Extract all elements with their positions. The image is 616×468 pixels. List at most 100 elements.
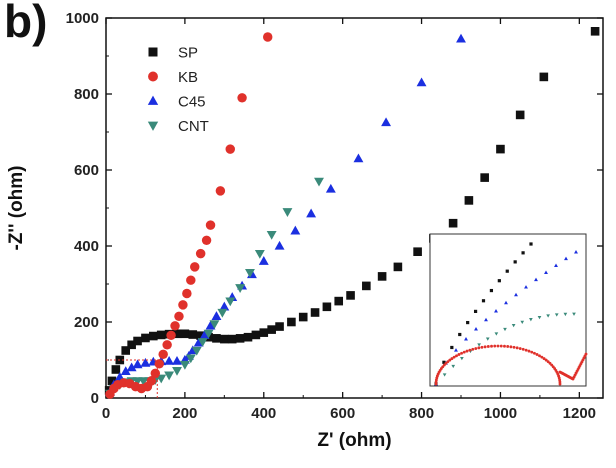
x-tick-label: 200 (172, 405, 197, 422)
inset-point (465, 349, 469, 353)
inset-point (521, 251, 525, 255)
data-point (178, 300, 188, 310)
data-point (235, 284, 246, 293)
inset-point (521, 347, 525, 351)
data-point (251, 330, 261, 340)
data-point (186, 275, 196, 285)
inset-point (529, 318, 533, 322)
data-point (162, 340, 172, 350)
inset-point (572, 312, 576, 316)
series-kb (105, 32, 273, 399)
data-point (197, 338, 208, 347)
data-point (259, 328, 269, 337)
inset-point (529, 242, 533, 246)
inset-point (481, 299, 486, 303)
inset-point (468, 348, 472, 352)
data-point (107, 376, 117, 386)
inset-point (554, 313, 559, 317)
data-point (245, 268, 255, 278)
inset-point (511, 323, 516, 328)
inset-point (446, 360, 450, 364)
y-tick-label: 600 (74, 162, 99, 179)
data-point (539, 72, 549, 82)
data-point (172, 366, 182, 376)
data-point (217, 308, 228, 318)
legend: SP KB C45 CNT (147, 45, 209, 135)
inset-point (450, 345, 454, 350)
axis-ticks: 0 200 400 600 800 1000 1200 0 200 400 600 800 1000 (66, 10, 603, 422)
data-point (456, 33, 466, 43)
legend-marker-sp (148, 47, 158, 57)
inset-point (473, 309, 478, 313)
data-point (274, 240, 285, 250)
data-point (590, 27, 600, 36)
data-point (298, 312, 308, 322)
inset-point (457, 353, 461, 356)
legend-marker-c45 (147, 95, 159, 105)
data-point (205, 220, 216, 230)
data-point (174, 311, 184, 322)
inset-point (542, 357, 546, 361)
inset-point (558, 382, 562, 386)
data-point (180, 329, 190, 339)
legend-label-cnt: CNT (178, 118, 209, 135)
inset-point (471, 347, 475, 351)
inset-point (530, 350, 534, 354)
inset-point (448, 358, 452, 362)
data-point (156, 330, 166, 340)
legend-marker-kb (148, 71, 158, 82)
data-point (416, 77, 427, 87)
legend-label-c45: C45 (178, 94, 206, 111)
x-tick-label: 1000 (484, 405, 517, 422)
x-tick-label: 400 (251, 405, 276, 422)
data-point (172, 355, 182, 365)
data-point (212, 334, 221, 343)
data-point (132, 359, 143, 369)
inset-point (452, 355, 456, 359)
data-point (310, 308, 320, 317)
inset-point (518, 347, 522, 350)
inset-point (514, 292, 518, 297)
data-point (243, 332, 253, 342)
inset-point (564, 256, 568, 261)
inset-point (466, 320, 470, 325)
inset-point (455, 354, 458, 358)
data-point (227, 334, 237, 344)
inset-point (460, 356, 464, 361)
inset-point (504, 300, 508, 305)
inset-point (485, 337, 490, 341)
inset-point (544, 358, 548, 362)
inset-point (563, 312, 568, 317)
data-point (193, 337, 204, 347)
legend-marker-cnt (147, 121, 159, 131)
inset-point (477, 346, 481, 350)
inset-point (462, 350, 466, 354)
data-point (290, 225, 301, 235)
data-point (215, 186, 226, 196)
data-point (158, 349, 168, 360)
inset-point (454, 348, 458, 352)
data-point (262, 32, 273, 42)
data-point (126, 362, 137, 372)
inset-point (574, 249, 578, 254)
inset-point (499, 344, 503, 348)
data-point (133, 336, 142, 346)
data-point (266, 230, 277, 240)
data-point (322, 302, 332, 312)
inset-point (458, 332, 462, 337)
data-point (182, 288, 192, 299)
legend-label-sp: SP (178, 45, 198, 62)
data-point (205, 320, 216, 330)
data-point (164, 371, 175, 381)
inset-point (540, 355, 544, 359)
data-point (346, 291, 355, 300)
inset-plot (429, 233, 588, 387)
y-tick-label: 800 (74, 86, 99, 103)
inset-point (512, 345, 516, 349)
data-point (127, 340, 136, 350)
inset-point (524, 348, 528, 352)
data-point (314, 177, 324, 187)
inset-point (490, 344, 493, 348)
data-point (515, 110, 525, 120)
inset-point (477, 343, 481, 347)
